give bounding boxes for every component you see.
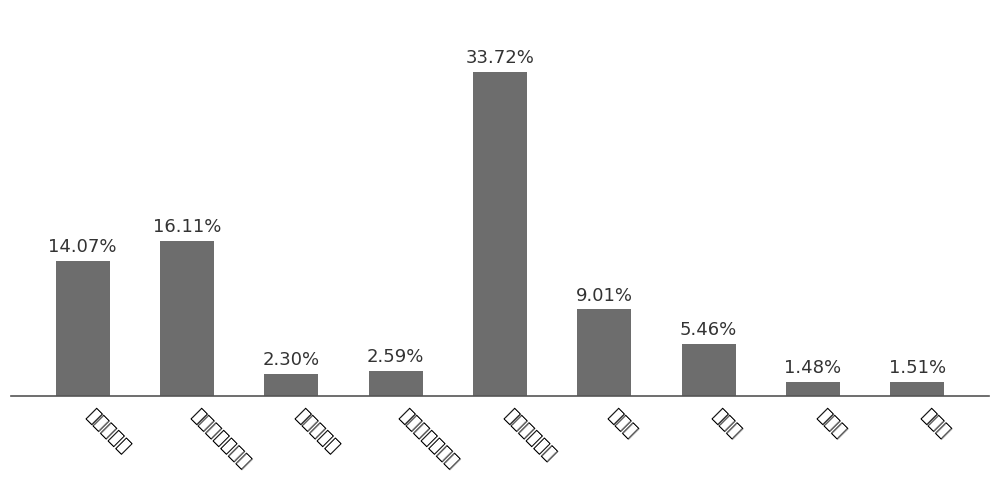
Bar [890, 382, 944, 396]
Bar [577, 310, 631, 396]
Bar [160, 241, 214, 396]
Bar [56, 261, 110, 396]
Text: 33.72%: 33.72% [466, 49, 534, 67]
Text: 1.48%: 1.48% [784, 359, 842, 377]
Bar [264, 374, 318, 396]
Text: 9.01%: 9.01% [576, 287, 633, 305]
Bar [369, 371, 423, 396]
Text: 2.59%: 2.59% [367, 348, 424, 367]
Text: 14.07%: 14.07% [48, 238, 117, 256]
Text: 1.51%: 1.51% [889, 359, 946, 377]
Bar [786, 382, 840, 396]
Text: 16.11%: 16.11% [153, 218, 221, 236]
Text: 5.46%: 5.46% [680, 321, 737, 339]
Text: 2.30%: 2.30% [263, 351, 320, 369]
Bar [682, 344, 736, 396]
Bar [473, 71, 527, 396]
